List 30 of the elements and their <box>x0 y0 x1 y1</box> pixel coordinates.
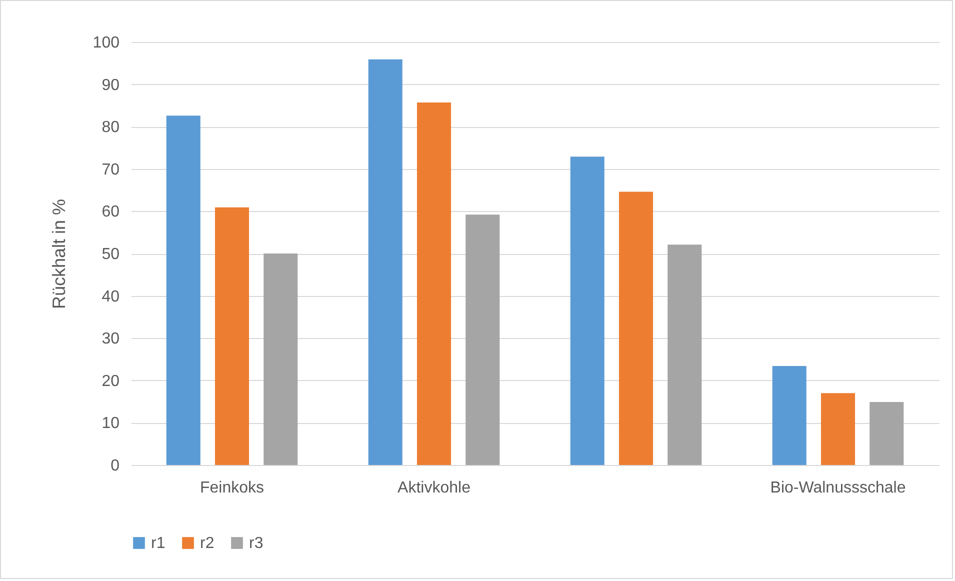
bar <box>166 116 200 465</box>
legend-label: r1 <box>151 535 166 552</box>
bar <box>820 393 856 465</box>
x-tick-label: Feinkoks <box>200 480 264 496</box>
bar <box>870 402 904 465</box>
bar <box>416 102 452 465</box>
x-tick-label: Aktivkohle <box>398 480 471 496</box>
bar <box>214 207 250 465</box>
legend-label: r2 <box>200 535 214 552</box>
bar <box>668 244 702 465</box>
y-tick-label: 80 <box>102 119 120 136</box>
bar <box>264 254 298 465</box>
bar <box>368 59 402 465</box>
x-tick-label: Bio-Walnussschale <box>770 480 906 496</box>
y-tick-label: 40 <box>102 288 120 306</box>
y-tick-label: 90 <box>102 76 120 94</box>
legend-label: r3 <box>249 535 264 552</box>
bar <box>466 214 500 465</box>
y-tick-label: 20 <box>102 372 120 390</box>
bar <box>772 366 806 465</box>
y-tick-label: 0 <box>110 458 120 474</box>
y-axis-title: Rückhalt in % <box>48 198 69 310</box>
bar <box>618 192 654 465</box>
y-tick-label: 50 <box>102 246 120 263</box>
y-tick-label: 70 <box>102 161 120 178</box>
bar <box>570 156 604 465</box>
y-tick-label: 10 <box>102 415 120 432</box>
y-tick-label: 60 <box>102 204 120 221</box>
y-tick-label: 100 <box>92 34 120 52</box>
y-tick-label: 30 <box>102 330 120 348</box>
